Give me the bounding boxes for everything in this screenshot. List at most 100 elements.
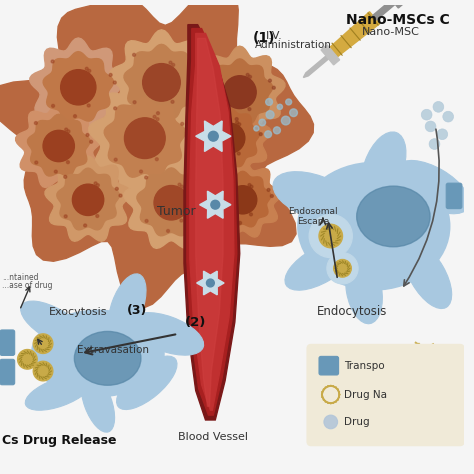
Text: Administration: Administration — [255, 40, 331, 50]
Circle shape — [221, 213, 224, 216]
Ellipse shape — [129, 312, 204, 355]
Text: Drug Na: Drug Na — [345, 390, 387, 400]
Circle shape — [125, 118, 165, 158]
Circle shape — [133, 54, 136, 56]
Circle shape — [96, 215, 99, 218]
Circle shape — [264, 131, 272, 137]
Circle shape — [51, 60, 54, 63]
Circle shape — [246, 73, 249, 76]
Circle shape — [254, 126, 259, 131]
Circle shape — [155, 158, 158, 161]
Ellipse shape — [81, 373, 115, 432]
Circle shape — [215, 108, 218, 111]
Text: Exocytosis: Exocytosis — [49, 307, 108, 317]
Text: Tumor: Tumor — [157, 205, 195, 218]
Circle shape — [324, 415, 337, 429]
Polygon shape — [124, 155, 219, 248]
FancyBboxPatch shape — [0, 359, 15, 385]
Ellipse shape — [361, 132, 406, 203]
Circle shape — [270, 194, 273, 198]
Circle shape — [114, 158, 117, 161]
Text: (3): (3) — [127, 304, 147, 317]
Circle shape — [33, 361, 53, 381]
Ellipse shape — [403, 242, 452, 309]
Circle shape — [437, 129, 447, 140]
Circle shape — [114, 107, 117, 110]
Circle shape — [236, 121, 238, 124]
Circle shape — [153, 115, 156, 118]
FancyBboxPatch shape — [446, 183, 462, 209]
Circle shape — [85, 67, 88, 70]
Ellipse shape — [298, 163, 450, 290]
Circle shape — [266, 111, 274, 118]
Text: (2): (2) — [185, 316, 206, 328]
Circle shape — [61, 70, 96, 105]
Circle shape — [65, 128, 68, 131]
Polygon shape — [373, 0, 404, 20]
Text: Extravasation: Extravasation — [76, 345, 148, 355]
Circle shape — [66, 161, 69, 164]
Circle shape — [166, 229, 170, 232]
Circle shape — [67, 130, 70, 133]
Polygon shape — [194, 46, 285, 136]
Circle shape — [250, 185, 253, 188]
Ellipse shape — [346, 256, 383, 324]
Polygon shape — [27, 114, 90, 176]
Circle shape — [277, 104, 283, 109]
Circle shape — [237, 152, 240, 155]
Circle shape — [207, 153, 210, 155]
Polygon shape — [190, 34, 234, 410]
FancyBboxPatch shape — [0, 330, 15, 356]
Ellipse shape — [21, 301, 87, 347]
Circle shape — [248, 183, 251, 186]
Polygon shape — [326, 12, 380, 60]
Polygon shape — [104, 97, 185, 177]
Text: Transpo: Transpo — [345, 361, 385, 371]
FancyBboxPatch shape — [307, 345, 464, 446]
Circle shape — [273, 127, 281, 134]
Polygon shape — [184, 25, 240, 420]
Polygon shape — [137, 168, 206, 236]
Circle shape — [181, 185, 183, 188]
Circle shape — [259, 119, 265, 126]
Circle shape — [180, 219, 183, 222]
Circle shape — [181, 122, 184, 125]
Circle shape — [207, 115, 210, 118]
Ellipse shape — [285, 241, 355, 290]
Text: (1): (1) — [253, 30, 275, 45]
Circle shape — [143, 64, 180, 101]
Circle shape — [43, 130, 74, 162]
Circle shape — [35, 161, 38, 164]
Circle shape — [171, 100, 174, 103]
Circle shape — [64, 175, 67, 178]
Polygon shape — [43, 52, 113, 121]
Text: Blood Vessel: Blood Vessel — [178, 432, 248, 442]
Circle shape — [87, 104, 90, 107]
Text: Cs Drug Release: Cs Drug Release — [2, 434, 117, 447]
Circle shape — [282, 116, 290, 125]
Polygon shape — [215, 171, 271, 227]
Text: Endocytosis: Endocytosis — [317, 304, 387, 318]
Circle shape — [223, 76, 256, 109]
Circle shape — [185, 131, 189, 134]
Circle shape — [429, 139, 440, 149]
Ellipse shape — [109, 274, 146, 339]
Circle shape — [73, 184, 104, 216]
Circle shape — [214, 67, 217, 70]
Circle shape — [433, 101, 444, 112]
Circle shape — [249, 213, 253, 216]
Circle shape — [215, 123, 245, 153]
Polygon shape — [110, 30, 213, 132]
FancyBboxPatch shape — [319, 356, 338, 375]
Circle shape — [73, 115, 76, 118]
Polygon shape — [16, 102, 102, 188]
Circle shape — [145, 219, 148, 222]
Circle shape — [33, 334, 53, 354]
Circle shape — [115, 187, 118, 190]
Polygon shape — [189, 97, 271, 178]
Circle shape — [266, 99, 273, 105]
Ellipse shape — [74, 331, 141, 385]
Circle shape — [18, 349, 37, 369]
Circle shape — [267, 189, 270, 191]
Circle shape — [156, 118, 159, 121]
